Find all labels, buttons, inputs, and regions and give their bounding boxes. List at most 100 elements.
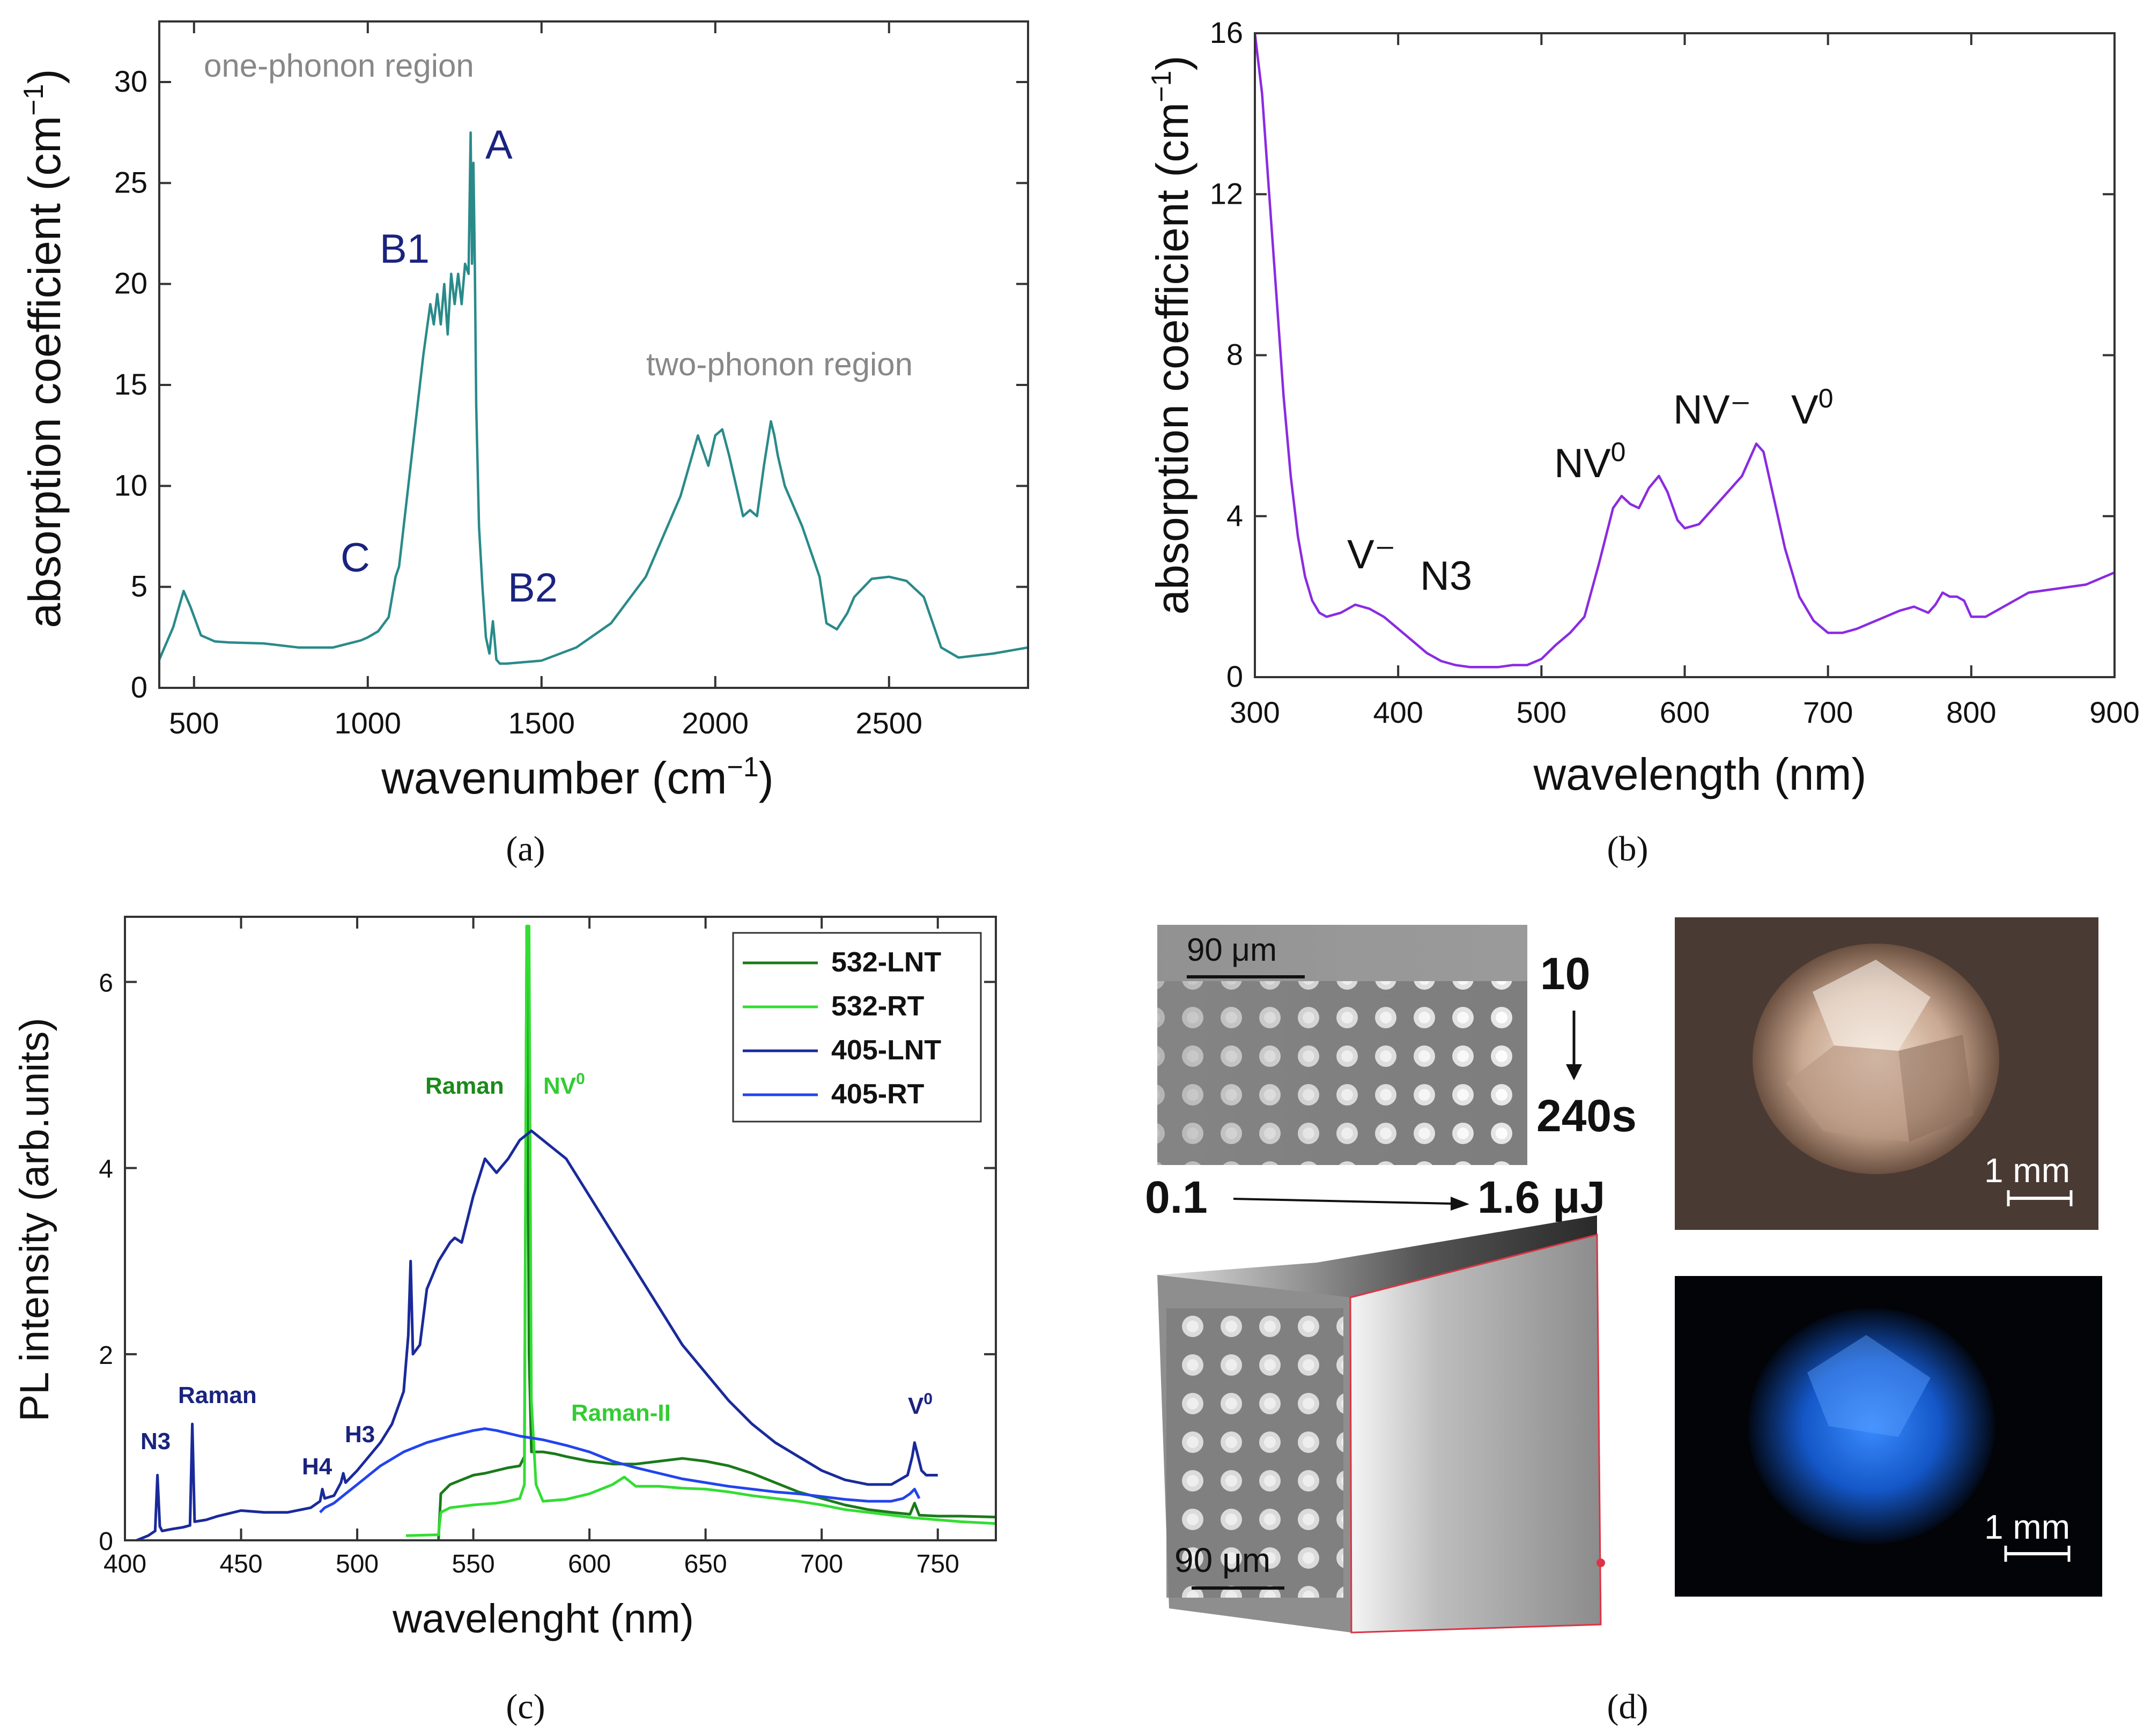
panel-b-x-tick-label: 800 <box>1946 695 1996 729</box>
scale-label-photo-bottom: 1 mm <box>1984 1508 2070 1546</box>
panel-c-y-tick-label: 0 <box>99 1527 113 1556</box>
panel-c-y-axis-label: PL intensity (arb.units) <box>12 1018 57 1421</box>
panel-c-label-Raman-II: Raman-II <box>571 1400 671 1426</box>
cube-front-spots <box>1166 1308 1343 1598</box>
panel-a-y-axis-label: absorption coefficient (cm−1) <box>18 69 70 628</box>
legend-entry-405-LNT: 405-LNT <box>743 1035 941 1066</box>
panel-a-series-IR-absorption <box>158 131 1029 665</box>
panel-a-two-phonon-label: two-phonon region <box>646 346 913 382</box>
panel-c-x-tick-label: 700 <box>800 1550 843 1578</box>
panel-a-y-tick-label: 10 <box>114 468 147 502</box>
panel-c-y-tick-label: 6 <box>99 969 113 998</box>
legend-frame <box>732 932 982 1123</box>
panel-c-x-tick-label: 600 <box>568 1550 611 1578</box>
panel-a-y-tick-label: 25 <box>114 165 147 199</box>
panel-b-x-tick-label: 300 <box>1230 695 1280 729</box>
caption-c: (c) <box>506 1687 545 1726</box>
panel-c-label-NV0: NV0 <box>543 1070 585 1099</box>
scale-label-bottom-left: 90 μm <box>1174 1541 1270 1579</box>
panel-b-x-tick-label: 900 <box>2089 695 2139 729</box>
panel-c-tick-labels: 400 450 500 550 600 650 700 750 0 2 4 6 <box>99 969 959 1578</box>
panel-c-x-tick-label: 400 <box>104 1550 146 1578</box>
diamond-facet-2 <box>1898 1035 1973 1142</box>
panel-b-x-tick-label: 400 <box>1373 695 1423 729</box>
legend-entry-405-RT: 405-RT <box>743 1079 925 1110</box>
panel-b-y-tick-label: 12 <box>1210 176 1243 210</box>
panel-a-x-tick-label: 1500 <box>508 706 575 740</box>
time-end-label: 240s <box>1536 1090 1637 1141</box>
legend-label-405-RT: 405-RT <box>831 1079 925 1110</box>
panel-b-chart: 300 400 500 600 700 800 900 0 4 8 12 16 wavelength … <box>1146 16 2140 799</box>
caption-d: (d) <box>1607 1687 1649 1726</box>
panel-c-label-V0: V0 <box>908 1390 933 1419</box>
panel-a-curves <box>158 131 1029 665</box>
panel-a-x-tick-label: 500 <box>169 706 219 740</box>
panel-a-x-tick-label: 1000 <box>335 706 402 740</box>
panel-c-annotations: N3 Raman H4 H3 Raman NV0 Raman-II V0 <box>141 1070 933 1480</box>
panel-a-label-C: C <box>341 535 370 581</box>
panel-c-x-tick-label: 500 <box>336 1550 379 1578</box>
panel-c-series-532-RT <box>405 924 996 1537</box>
panel-a-y-tick-label: 5 <box>131 569 147 603</box>
panel-a-chart: 500 1000 1500 2000 2500 0 5 10 15 20 25 30 wavenumb… <box>18 20 1029 803</box>
scale-label-photo-top: 1 mm <box>1984 1151 2070 1190</box>
spot-array-fade <box>1157 925 1527 1165</box>
panel-b-y-tick-label: 4 <box>1226 499 1243 532</box>
panel-b-label-V0: V0 <box>1791 383 1834 433</box>
panel-a-label-B2: B2 <box>508 565 558 611</box>
panel-c-x-tick-label: 550 <box>452 1550 495 1578</box>
time-start-label: 10 <box>1540 948 1590 999</box>
time-arrow-head <box>1566 1064 1582 1080</box>
legend-entry-532-RT: 532-RT <box>743 991 925 1022</box>
panel-a-frame <box>158 20 1029 689</box>
caption-b: (b) <box>1607 829 1649 869</box>
panel-b-x-tick-label: 600 <box>1660 695 1710 729</box>
energy-end-label: 1.6 μJ <box>1477 1172 1605 1222</box>
panel-c-x-axis-label: wavelenght (nm) <box>392 1596 694 1642</box>
legend-label-532-RT: 532-RT <box>831 991 925 1022</box>
panel-b-label-NV-minus: NV⁻ <box>1673 387 1751 433</box>
panel-b-series-UV-Vis-absorption <box>1253 33 2115 669</box>
panel-c-label-Raman-532: Raman <box>425 1073 504 1099</box>
panel-c-x-tick-label: 750 <box>916 1550 959 1578</box>
panel-b-y-axis-label: absorption coefficient (cm−1) <box>1146 56 1198 615</box>
panel-a-y-tick-label: 0 <box>131 670 147 704</box>
luminescent-crystal <box>1748 1308 1995 1544</box>
spot-array-image: 90 μm <box>1157 925 1527 1165</box>
panel-c-series-405-RT <box>319 1427 921 1514</box>
panel-c-frame <box>124 916 997 1541</box>
cube-image: 90 μm <box>1157 1215 1605 1634</box>
energy-arrow-head <box>1451 1197 1469 1211</box>
panel-c-x-tick-label: 650 <box>684 1550 727 1578</box>
panel-b-tick-labels: 300 400 500 600 700 800 900 0 4 8 12 16 <box>1210 16 2140 729</box>
panel-d: 90 μm 10 240s 0.1 1.6 μJ 90 μm <box>1145 917 2102 1634</box>
panel-b-y-tick-label: 8 <box>1226 338 1243 372</box>
panel-c-label-H3: H3 <box>345 1421 375 1448</box>
panel-b-label-N3: N3 <box>1420 553 1472 599</box>
diamond-facet-3 <box>1786 1045 1909 1142</box>
panel-a-y-tick-label: 15 <box>114 367 147 401</box>
panel-a-x-tick-label: 2500 <box>856 706 923 740</box>
panel-b-label-V-minus: V⁻ <box>1347 532 1396 577</box>
luminescent-facet <box>1807 1335 1931 1437</box>
panel-a-tick-labels: 500 1000 1500 2000 2500 0 5 10 15 20 25 30 <box>114 64 922 740</box>
panel-c-label-Raman-405: Raman <box>178 1382 257 1408</box>
panel-a-label-B1: B1 <box>380 226 430 272</box>
panel-b-y-tick-label: 0 <box>1226 659 1243 693</box>
caption-a: (a) <box>506 829 545 869</box>
cube-top-face <box>1157 1215 1597 1297</box>
diamond-facet-1 <box>1813 960 1931 1051</box>
energy-arrow-line <box>1233 1198 1451 1205</box>
panel-a-x-axis-label: wavenumber (cm−1) <box>381 752 773 803</box>
panel-c-label-H4: H4 <box>302 1453 332 1480</box>
panel-b-curves <box>1253 33 2115 669</box>
panel-b-y-tick-label: 16 <box>1210 16 1243 49</box>
energy-start-label: 0.1 <box>1145 1172 1208 1222</box>
legend-label-405-LNT: 405-LNT <box>831 1035 941 1066</box>
panel-b-x-tick-label: 700 <box>1803 695 1853 729</box>
panel-a-y-tick-label: 30 <box>114 64 147 98</box>
panel-b-label-NV0: NV0 <box>1554 437 1625 486</box>
legend-entry-532-LNT: 532-LNT <box>743 947 941 978</box>
panel-c-curves <box>136 924 996 1542</box>
